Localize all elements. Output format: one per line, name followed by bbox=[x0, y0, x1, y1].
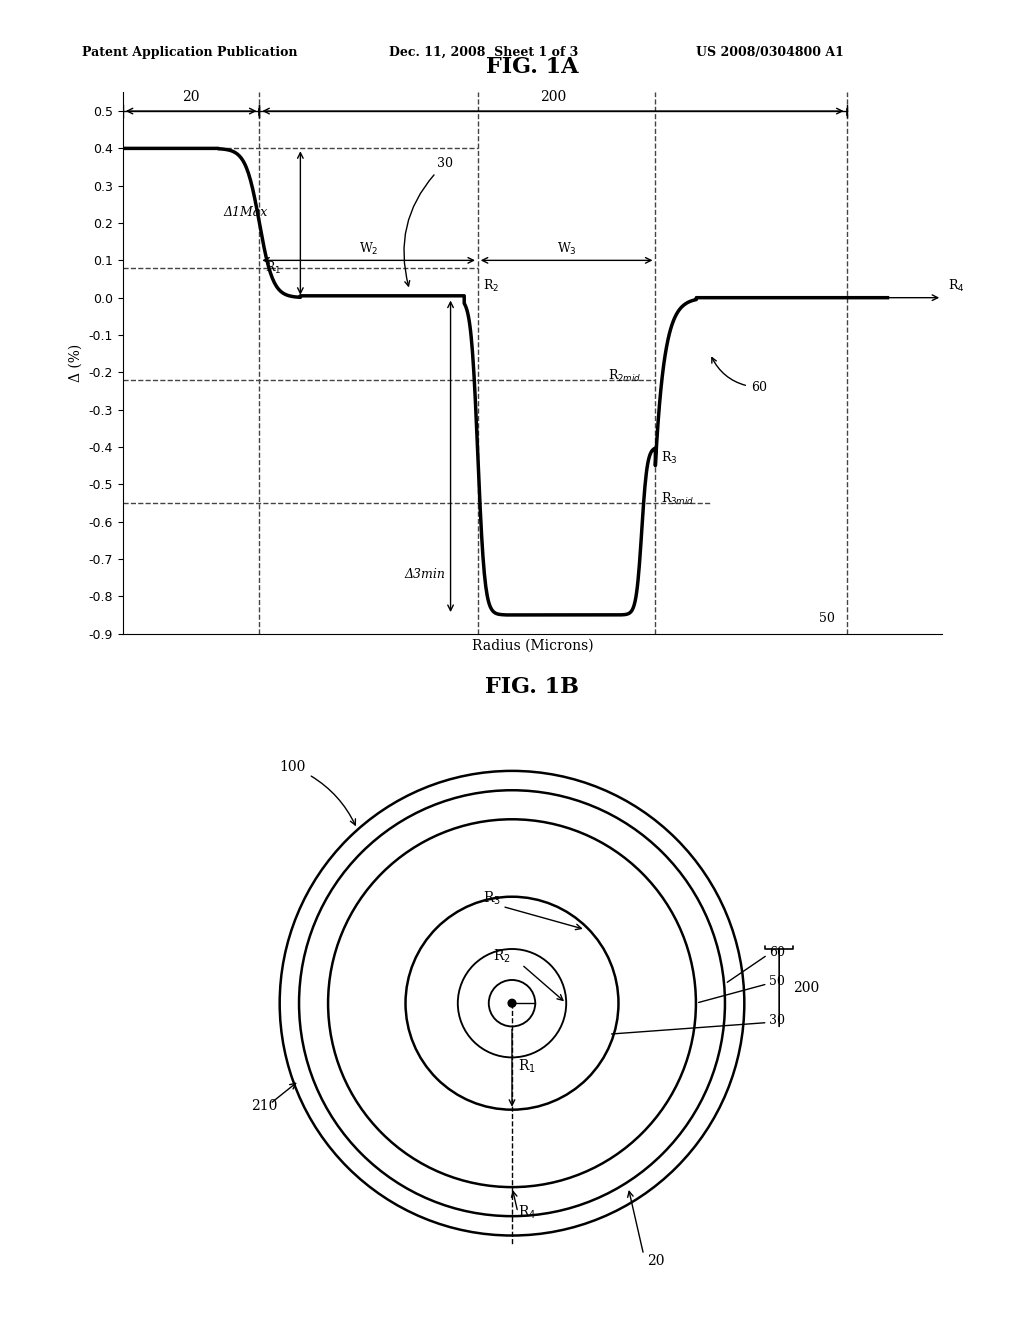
Text: Δ1Max: Δ1Max bbox=[223, 206, 267, 219]
Text: R$_4$: R$_4$ bbox=[518, 1203, 536, 1221]
Text: Dec. 11, 2008  Sheet 1 of 3: Dec. 11, 2008 Sheet 1 of 3 bbox=[389, 46, 579, 59]
Text: FIG. 1A: FIG. 1A bbox=[486, 55, 579, 78]
Text: R$_1$: R$_1$ bbox=[518, 1057, 536, 1076]
Y-axis label: Δ (%): Δ (%) bbox=[69, 345, 83, 381]
Text: 20: 20 bbox=[647, 1254, 665, 1267]
Text: W$_3$: W$_3$ bbox=[557, 240, 577, 257]
Circle shape bbox=[508, 999, 516, 1007]
Text: R$_3$: R$_3$ bbox=[483, 890, 501, 907]
Text: R$_2$: R$_2$ bbox=[493, 948, 510, 965]
Text: R$_{2mid}$: R$_{2mid}$ bbox=[608, 368, 642, 384]
Text: 200: 200 bbox=[793, 981, 819, 995]
Text: 210: 210 bbox=[251, 1098, 278, 1113]
Text: 30: 30 bbox=[769, 1014, 785, 1027]
Text: R$_3$: R$_3$ bbox=[660, 450, 677, 466]
Text: 20: 20 bbox=[182, 90, 200, 103]
Text: 60: 60 bbox=[712, 358, 767, 393]
Text: FIG. 1B: FIG. 1B bbox=[485, 676, 580, 698]
Text: Δ3min: Δ3min bbox=[404, 568, 445, 581]
Text: 60: 60 bbox=[769, 946, 785, 960]
Text: R$_{3mid}$: R$_{3mid}$ bbox=[660, 491, 694, 507]
Text: R$_1$: R$_1$ bbox=[265, 260, 282, 276]
Text: US 2008/0304800 A1: US 2008/0304800 A1 bbox=[696, 46, 844, 59]
X-axis label: Radius (Microns): Radius (Microns) bbox=[472, 639, 593, 653]
Text: 100: 100 bbox=[280, 760, 355, 825]
Text: 50: 50 bbox=[819, 612, 836, 626]
Text: 200: 200 bbox=[540, 90, 566, 103]
Text: R$_4$: R$_4$ bbox=[947, 277, 964, 294]
Text: W$_2$: W$_2$ bbox=[358, 240, 379, 257]
Text: 30: 30 bbox=[403, 157, 453, 286]
Text: R$_2$: R$_2$ bbox=[483, 277, 500, 294]
Text: 50: 50 bbox=[769, 975, 785, 989]
Text: Patent Application Publication: Patent Application Publication bbox=[82, 46, 297, 59]
